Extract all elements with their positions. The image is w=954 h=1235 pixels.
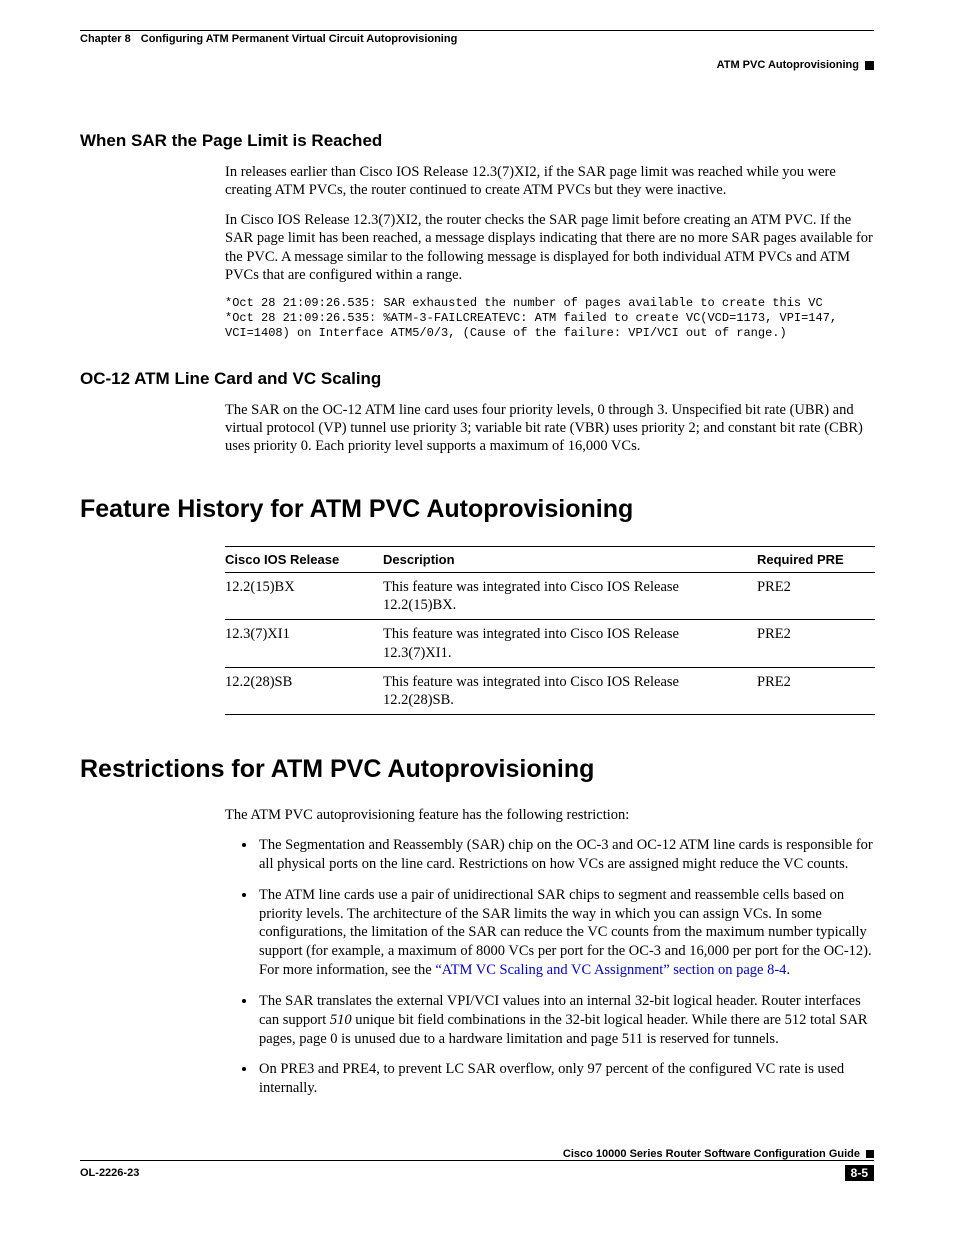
paragraph: The ATM PVC autoprovisioning feature has…: [225, 806, 874, 824]
chapter-label: Chapter 8: [80, 33, 131, 45]
section-name: ATM PVC Autoprovisioning: [717, 59, 859, 71]
text: .: [786, 962, 790, 978]
emphasis: 510: [330, 1012, 352, 1028]
cell-description: This feature was integrated into Cisco I…: [383, 620, 757, 667]
footer-bottom: OL-2226-23 8-5: [80, 1165, 874, 1181]
cell-description: This feature was integrated into Cisco I…: [383, 573, 757, 620]
heading-feature-history: Feature History for ATM PVC Autoprovisio…: [80, 495, 874, 524]
heading-sar-page-limit: When SAR the Page Limit is Reached: [80, 131, 874, 151]
page-number-badge: 8-5: [845, 1165, 874, 1181]
table-row: 12.2(15)BX This feature was integrated i…: [225, 573, 875, 620]
chapter-title: Configuring ATM Permanent Virtual Circui…: [141, 33, 458, 45]
restrictions-list: The Segmentation and Reassembly (SAR) ch…: [225, 836, 874, 1098]
cell-pre: PRE2: [757, 573, 875, 620]
cell-description: This feature was integrated into Cisco I…: [383, 667, 757, 714]
table-row: 12.3(7)XI1 This feature was integrated i…: [225, 620, 875, 667]
feature-history-table: Cisco IOS Release Description Required P…: [225, 546, 875, 715]
footer-title-row: Cisco 10000 Series Router Software Confi…: [80, 1148, 874, 1160]
col-description: Description: [383, 547, 757, 573]
footer-guide-title: Cisco 10000 Series Router Software Confi…: [563, 1148, 860, 1160]
header-square-icon: [865, 61, 874, 70]
paragraph: The SAR on the OC-12 ATM line card uses …: [225, 401, 874, 455]
paragraph: In releases earlier than Cisco IOS Relea…: [225, 163, 874, 199]
header-rule: [80, 30, 874, 31]
footer-rule: [80, 1160, 874, 1161]
header-right: ATM PVC Autoprovisioning: [80, 59, 874, 71]
table-header-row: Cisco IOS Release Description Required P…: [225, 547, 875, 573]
footer-square-icon: [866, 1150, 874, 1158]
footer-doc-id: OL-2226-23: [80, 1167, 139, 1179]
col-required-pre: Required PRE: [757, 547, 875, 573]
header-left: Chapter 8 Configuring ATM Permanent Virt…: [80, 33, 874, 45]
code-output: *Oct 28 21:09:26.535: SAR exhausted the …: [225, 296, 874, 341]
footer: Cisco 10000 Series Router Software Confi…: [80, 1148, 874, 1181]
cell-release: 12.2(28)SB: [225, 667, 383, 714]
list-item: The Segmentation and Reassembly (SAR) ch…: [257, 836, 874, 874]
cross-ref-link[interactable]: “ATM VC Scaling and VC Assignment” secti…: [435, 962, 786, 978]
cell-pre: PRE2: [757, 620, 875, 667]
cell-release: 12.3(7)XI1: [225, 620, 383, 667]
list-item: On PRE3 and PRE4, to prevent LC SAR over…: [257, 1060, 874, 1098]
col-release: Cisco IOS Release: [225, 547, 383, 573]
cell-release: 12.2(15)BX: [225, 573, 383, 620]
list-item: The SAR translates the external VPI/VCI …: [257, 992, 874, 1049]
heading-oc12: OC-12 ATM Line Card and VC Scaling: [80, 369, 874, 389]
table-row: 12.2(28)SB This feature was integrated i…: [225, 667, 875, 714]
heading-restrictions: Restrictions for ATM PVC Autoprovisionin…: [80, 755, 874, 784]
list-item: The ATM line cards use a pair of unidire…: [257, 886, 874, 980]
page: Chapter 8 Configuring ATM Permanent Virt…: [0, 0, 954, 1211]
paragraph: In Cisco IOS Release 12.3(7)XI2, the rou…: [225, 211, 874, 284]
cell-pre: PRE2: [757, 667, 875, 714]
